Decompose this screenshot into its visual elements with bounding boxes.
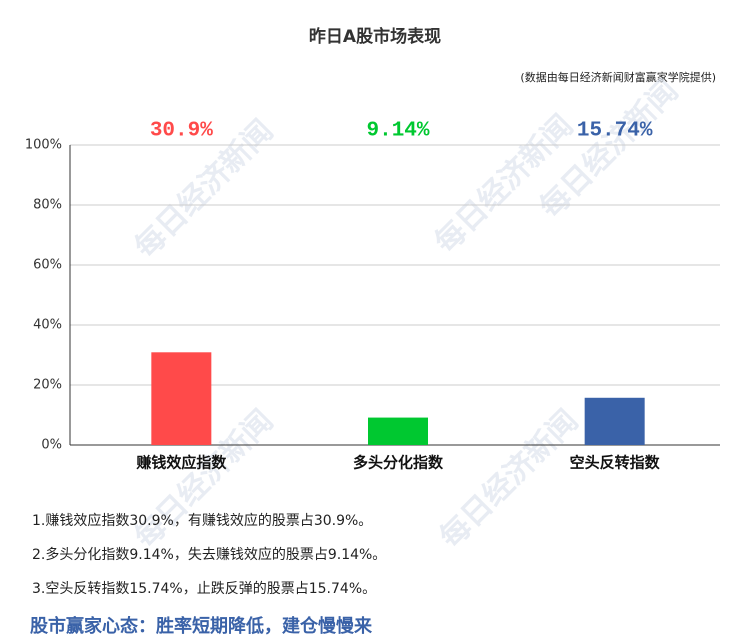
- headline: 股市赢家心态：胜率短期降低，建仓慢慢来: [29, 615, 373, 637]
- value-label: 15.74%: [577, 120, 653, 143]
- y-tick-label: 60%: [33, 258, 62, 273]
- bar: [368, 417, 428, 445]
- chart-title: 昨日A股市场表现: [309, 26, 441, 47]
- value-label: 9.14%: [366, 120, 429, 143]
- note: 3.空头反转指数15.74%，止跌反弹的股票占15.74%。: [32, 581, 376, 597]
- bar: [584, 397, 645, 445]
- x-tick-label: 赚钱效应指数: [135, 454, 227, 472]
- note: 2.多头分化指数9.14%，失去赚钱效应的股票占9.14%。: [32, 546, 386, 563]
- x-tick-label: 空头反转指数: [570, 454, 661, 472]
- value-label: 30.9%: [150, 120, 213, 143]
- bar: [151, 352, 212, 445]
- y-tick-label: 20%: [33, 378, 62, 393]
- y-tick-label: 0%: [41, 438, 62, 453]
- y-tick-label: 100%: [25, 138, 62, 153]
- x-tick-label: 多头分化指数: [353, 454, 444, 472]
- watermark: 每日经济新闻: [433, 403, 585, 555]
- y-tick-label: 80%: [33, 198, 62, 213]
- y-tick-label: 40%: [33, 318, 62, 333]
- note: 1.赚钱效应指数30.9%，有赚钱效应的股票占30.9%。: [32, 512, 372, 529]
- chart-subtitle: (数据由每日经济新闻财富赢家学院提供): [520, 70, 716, 84]
